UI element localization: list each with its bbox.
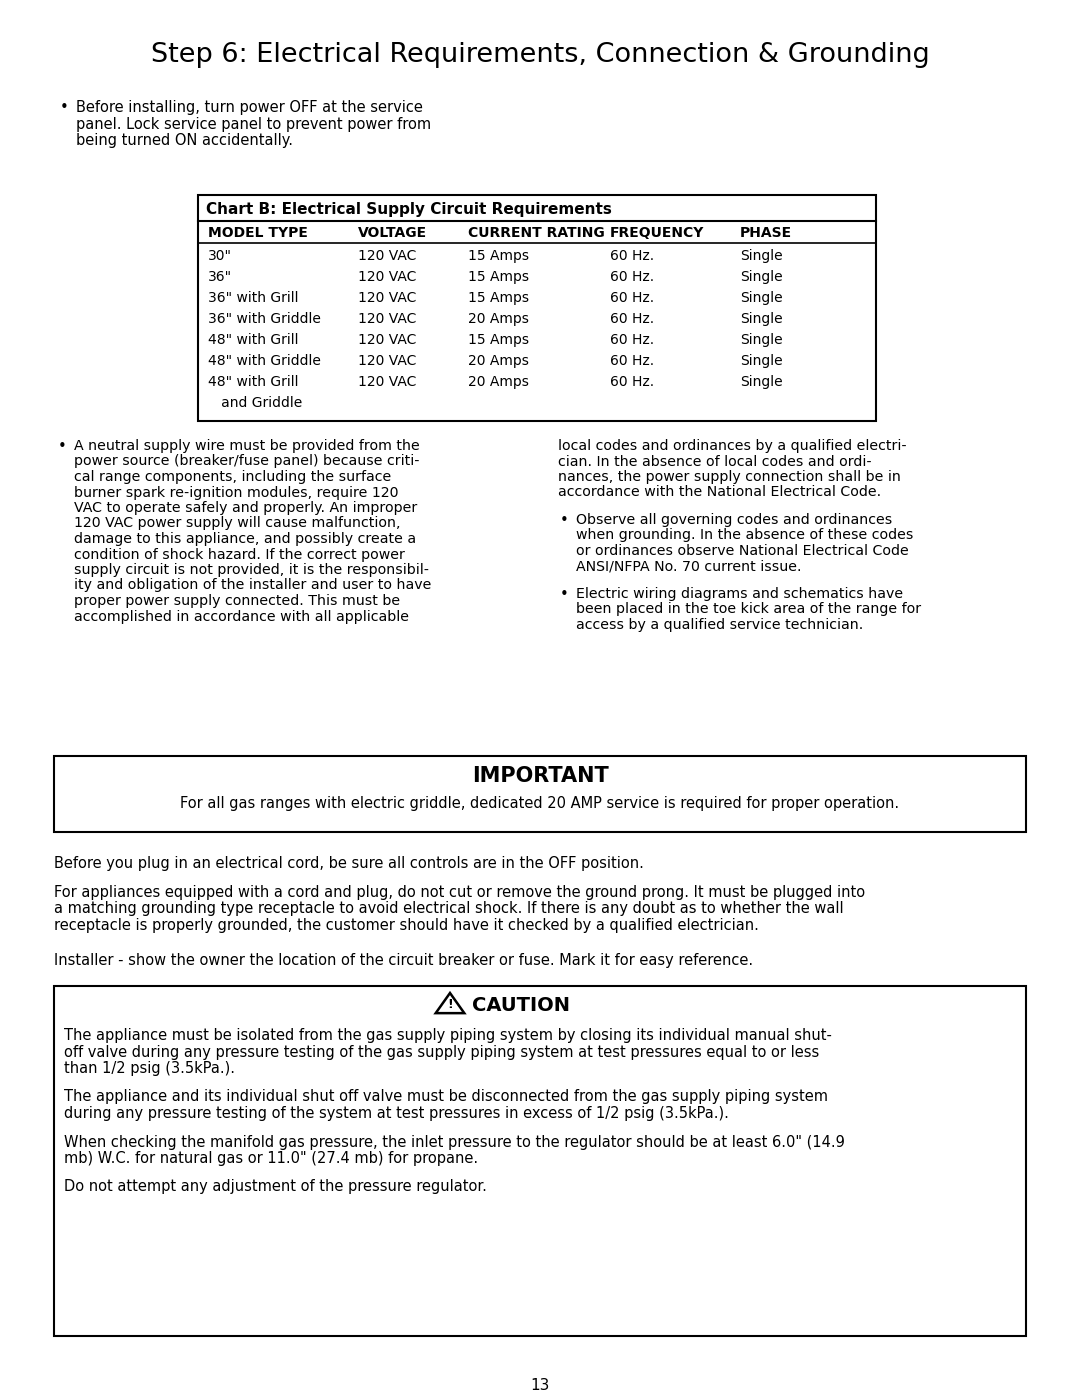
Text: 120 VAC: 120 VAC	[357, 332, 417, 346]
Text: 13: 13	[530, 1377, 550, 1393]
Text: local codes and ordinances by a qualified electri-: local codes and ordinances by a qualifie…	[558, 439, 906, 453]
Text: nances, the power supply connection shall be in: nances, the power supply connection shal…	[558, 469, 901, 483]
Text: Do not attempt any adjustment of the pressure regulator.: Do not attempt any adjustment of the pre…	[64, 1179, 487, 1194]
Text: mb) W.C. for natural gas or 11.0" (27.4 mb) for propane.: mb) W.C. for natural gas or 11.0" (27.4 …	[64, 1151, 478, 1166]
Text: 20 Amps: 20 Amps	[468, 374, 529, 388]
Text: !: !	[447, 999, 453, 1011]
Text: condition of shock hazard. If the correct power: condition of shock hazard. If the correc…	[75, 548, 405, 562]
Text: 30": 30"	[208, 249, 232, 263]
Text: For all gas ranges with electric griddle, dedicated 20 AMP service is required f: For all gas ranges with electric griddle…	[180, 796, 900, 812]
Text: proper power supply connected. This must be: proper power supply connected. This must…	[75, 594, 400, 608]
FancyBboxPatch shape	[54, 986, 1026, 1336]
Text: •: •	[561, 587, 569, 602]
Text: accomplished in accordance with all applicable: accomplished in accordance with all appl…	[75, 609, 409, 623]
Text: 60 Hz.: 60 Hz.	[610, 291, 654, 305]
Text: 120 VAC power supply will cause malfunction,: 120 VAC power supply will cause malfunct…	[75, 517, 401, 531]
Text: Step 6: Electrical Requirements, Connection & Grounding: Step 6: Electrical Requirements, Connect…	[150, 42, 930, 68]
Text: off valve during any pressure testing of the gas supply piping system at test pr: off valve during any pressure testing of…	[64, 1045, 820, 1059]
Text: Before you plug in an electrical cord, be sure all controls are in the OFF posit: Before you plug in an electrical cord, b…	[54, 856, 644, 870]
Text: VOLTAGE: VOLTAGE	[357, 226, 427, 240]
Text: MODEL TYPE: MODEL TYPE	[208, 226, 308, 240]
Text: Before installing, turn power OFF at the service: Before installing, turn power OFF at the…	[76, 101, 423, 115]
Text: Chart B: Electrical Supply Circuit Requirements: Chart B: Electrical Supply Circuit Requi…	[206, 203, 612, 217]
Text: ANSI/NFPA No. 70 current issue.: ANSI/NFPA No. 70 current issue.	[576, 560, 801, 574]
FancyBboxPatch shape	[54, 756, 1026, 833]
Text: power source (breaker/fuse panel) because criti-: power source (breaker/fuse panel) becaus…	[75, 454, 419, 468]
Text: when grounding. In the absence of these codes: when grounding. In the absence of these …	[576, 528, 914, 542]
Text: Single: Single	[740, 312, 783, 326]
Text: 15 Amps: 15 Amps	[468, 291, 529, 305]
Text: 120 VAC: 120 VAC	[357, 249, 417, 263]
Text: supply circuit is not provided, it is the responsibil-: supply circuit is not provided, it is th…	[75, 563, 429, 577]
Text: Observe all governing codes and ordinances: Observe all governing codes and ordinanc…	[576, 513, 892, 527]
Text: Installer - show the owner the location of the circuit breaker or fuse. Mark it : Installer - show the owner the location …	[54, 953, 753, 968]
Text: CAUTION: CAUTION	[472, 996, 570, 1016]
Text: VAC to operate safely and properly. An improper: VAC to operate safely and properly. An i…	[75, 502, 417, 515]
Text: 36" with Griddle: 36" with Griddle	[208, 312, 321, 326]
Text: When checking the manifold gas pressure, the inlet pressure to the regulator sho: When checking the manifold gas pressure,…	[64, 1134, 845, 1150]
Text: 20 Amps: 20 Amps	[468, 353, 529, 367]
Text: 120 VAC: 120 VAC	[357, 291, 417, 305]
Text: 36" with Grill: 36" with Grill	[208, 291, 298, 305]
Text: cal range components, including the surface: cal range components, including the surf…	[75, 469, 391, 483]
Text: or ordinances observe National Electrical Code: or ordinances observe National Electrica…	[576, 543, 908, 557]
Text: 60 Hz.: 60 Hz.	[610, 312, 654, 326]
Text: 15 Amps: 15 Amps	[468, 249, 529, 263]
Text: Single: Single	[740, 291, 783, 305]
Text: burner spark re-ignition modules, require 120: burner spark re-ignition modules, requir…	[75, 486, 399, 500]
Text: damage to this appliance, and possibly create a: damage to this appliance, and possibly c…	[75, 532, 416, 546]
Text: Single: Single	[740, 249, 783, 263]
Text: CURRENT RATING: CURRENT RATING	[468, 226, 605, 240]
Text: accordance with the National Electrical Code.: accordance with the National Electrical …	[558, 486, 881, 500]
FancyBboxPatch shape	[198, 196, 876, 420]
Text: 60 Hz.: 60 Hz.	[610, 249, 654, 263]
Text: •: •	[60, 101, 69, 115]
Text: 120 VAC: 120 VAC	[357, 353, 417, 367]
Text: 60 Hz.: 60 Hz.	[610, 353, 654, 367]
Text: 120 VAC: 120 VAC	[357, 312, 417, 326]
Text: and Griddle: and Griddle	[208, 395, 302, 409]
Text: 60 Hz.: 60 Hz.	[610, 332, 654, 346]
Text: 20 Amps: 20 Amps	[468, 312, 529, 326]
Text: 48" with Grill: 48" with Grill	[208, 332, 298, 346]
Text: FREQUENCY: FREQUENCY	[610, 226, 704, 240]
Text: 36": 36"	[208, 270, 232, 284]
Text: access by a qualified service technician.: access by a qualified service technician…	[576, 617, 863, 631]
Text: during any pressure testing of the system at test pressures in excess of 1/2 psi: during any pressure testing of the syste…	[64, 1106, 729, 1120]
Text: Electric wiring diagrams and schematics have: Electric wiring diagrams and schematics …	[576, 587, 903, 601]
Text: •: •	[58, 439, 67, 454]
Text: ity and obligation of the installer and user to have: ity and obligation of the installer and …	[75, 578, 431, 592]
Text: 48" with Griddle: 48" with Griddle	[208, 353, 321, 367]
Text: been placed in the toe kick area of the range for: been placed in the toe kick area of the …	[576, 602, 921, 616]
Text: Single: Single	[740, 374, 783, 388]
Text: The appliance and its individual shut off valve must be disconnected from the ga: The appliance and its individual shut of…	[64, 1090, 828, 1105]
Text: than 1/2 psig (3.5kPa.).: than 1/2 psig (3.5kPa.).	[64, 1060, 235, 1076]
Text: 120 VAC: 120 VAC	[357, 270, 417, 284]
Text: being turned ON accidentally.: being turned ON accidentally.	[76, 133, 293, 148]
Text: IMPORTANT: IMPORTANT	[472, 766, 608, 787]
Text: 60 Hz.: 60 Hz.	[610, 374, 654, 388]
Text: receptacle is properly grounded, the customer should have it checked by a qualif: receptacle is properly grounded, the cus…	[54, 918, 759, 933]
Text: A neutral supply wire must be provided from the: A neutral supply wire must be provided f…	[75, 439, 420, 453]
Text: The appliance must be isolated from the gas supply piping system by closing its : The appliance must be isolated from the …	[64, 1028, 832, 1044]
Text: Single: Single	[740, 332, 783, 346]
Text: Single: Single	[740, 353, 783, 367]
Text: 120 VAC: 120 VAC	[357, 374, 417, 388]
Text: 60 Hz.: 60 Hz.	[610, 270, 654, 284]
Text: panel. Lock service panel to prevent power from: panel. Lock service panel to prevent pow…	[76, 116, 431, 131]
Text: 48" with Grill: 48" with Grill	[208, 374, 298, 388]
Text: 15 Amps: 15 Amps	[468, 332, 529, 346]
Text: PHASE: PHASE	[740, 226, 792, 240]
Text: Single: Single	[740, 270, 783, 284]
Text: a matching grounding type receptacle to avoid electrical shock. If there is any : a matching grounding type receptacle to …	[54, 901, 843, 916]
Text: •: •	[561, 513, 569, 528]
Text: 15 Amps: 15 Amps	[468, 270, 529, 284]
Text: cian. In the absence of local codes and ordi-: cian. In the absence of local codes and …	[558, 454, 872, 468]
Text: For appliances equipped with a cord and plug, do not cut or remove the ground pr: For appliances equipped with a cord and …	[54, 886, 865, 900]
